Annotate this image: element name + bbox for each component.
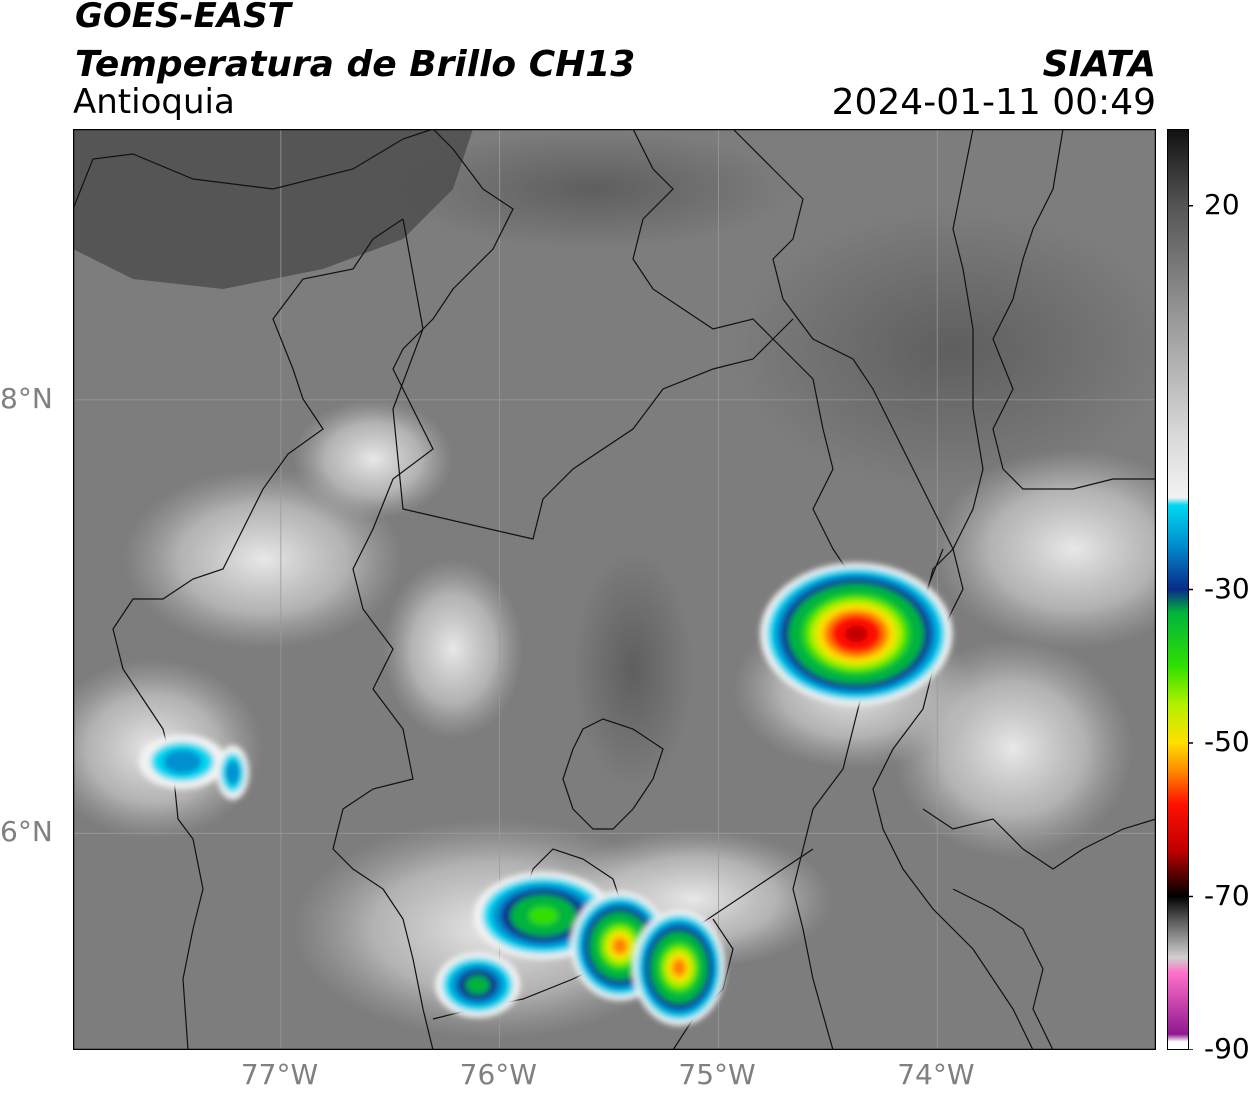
colorbar-tick-label: 20 bbox=[1204, 188, 1240, 221]
storm-cell bbox=[139, 735, 226, 789]
lon-tick-label: 77°W bbox=[241, 1058, 318, 1091]
lon-tick-label: 74°W bbox=[897, 1058, 974, 1091]
storm-cell bbox=[633, 910, 726, 1026]
colorbar-tick-label: -70 bbox=[1204, 879, 1250, 912]
colorbar bbox=[1167, 129, 1193, 1050]
colorbar-ramp bbox=[1168, 130, 1189, 1050]
colorbar-tick-label: -50 bbox=[1204, 725, 1250, 758]
storm-cell bbox=[216, 745, 249, 799]
lat-tick-label: 6°N bbox=[0, 815, 53, 848]
lon-tick-label: 75°W bbox=[678, 1058, 755, 1091]
lat-tick-label: 8°N bbox=[0, 382, 53, 415]
region-label: Antioquia bbox=[73, 82, 235, 122]
colorbar-tick-label: -30 bbox=[1204, 572, 1250, 605]
datetime-label: 2024-01-11 00:49 bbox=[832, 82, 1156, 123]
storm-cell bbox=[435, 952, 520, 1017]
organization-label: SIATA bbox=[1043, 44, 1156, 85]
colorbar-tick-label: -90 bbox=[1204, 1032, 1250, 1065]
product-title: Temperatura de Brillo CH13 bbox=[75, 44, 635, 85]
storm-cell bbox=[760, 563, 952, 705]
lon-tick-label: 76°W bbox=[460, 1058, 537, 1091]
satellite-title: GOES-EAST bbox=[75, 0, 291, 36]
satellite-map[interactable] bbox=[73, 129, 1156, 1050]
